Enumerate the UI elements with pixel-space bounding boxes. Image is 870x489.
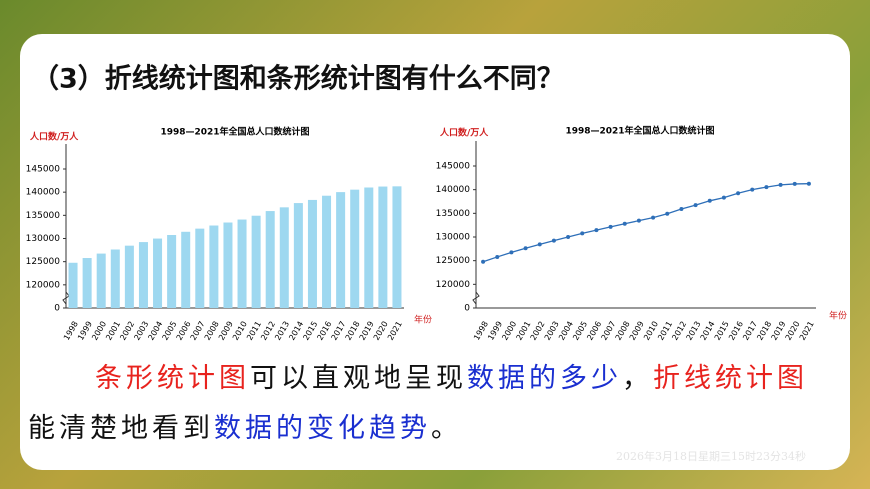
- bar: [350, 189, 360, 308]
- paragraph-segment: 条形统计图: [95, 363, 250, 394]
- bar: [237, 219, 247, 308]
- bar: [68, 262, 78, 308]
- bar: [223, 222, 233, 308]
- y-tick-label: 0: [54, 304, 60, 314]
- bar: [138, 242, 148, 308]
- line: [482, 183, 809, 263]
- paragraph-segment: 可以直观地呈现: [250, 363, 467, 394]
- y-tick-label: 145000: [436, 162, 471, 172]
- bar: [293, 203, 303, 308]
- axis-break: [62, 291, 70, 305]
- y-tick-label: 125000: [436, 256, 471, 266]
- bar: [110, 249, 120, 308]
- point: [495, 254, 500, 259]
- y-tick-label: 125000: [26, 257, 61, 267]
- y-tick-label: 135000: [26, 211, 61, 221]
- bar: [378, 186, 388, 308]
- point: [693, 203, 698, 208]
- bar: [279, 207, 289, 308]
- point: [580, 231, 585, 236]
- chart-title: 1998—2021年全国总人口数统计图: [565, 125, 714, 137]
- point: [537, 242, 542, 247]
- bar: [153, 238, 163, 308]
- bar: [392, 186, 402, 308]
- point: [806, 181, 811, 186]
- point: [707, 198, 712, 203]
- x-axis-label: 年份: [829, 310, 847, 322]
- point: [721, 195, 726, 200]
- paragraph-segment: 数据的变化趋势: [214, 413, 431, 444]
- panel: [20, 34, 850, 470]
- bar: [209, 225, 219, 308]
- y-tick-label: 140000: [26, 188, 61, 198]
- point: [481, 259, 486, 264]
- point: [750, 187, 755, 192]
- y-tick-label: 120000: [26, 280, 61, 290]
- bar: [167, 234, 177, 308]
- point: [679, 206, 684, 211]
- point: [651, 215, 656, 220]
- y-tick-label: 130000: [436, 233, 471, 243]
- y-tick-label: 120000: [436, 280, 471, 290]
- point: [523, 246, 528, 251]
- bar: [195, 228, 205, 308]
- bar: [336, 192, 346, 308]
- chart-title: 1998—2021年全国总人口数统计图: [160, 126, 309, 138]
- bar: [82, 258, 92, 308]
- y-tick-label: 130000: [26, 234, 61, 244]
- bar: [124, 245, 134, 308]
- heading: （3）折线统计图和条形统计图有什么不同？: [32, 63, 564, 95]
- point: [622, 221, 627, 226]
- y-axis-label: 人口数/万人: [439, 127, 489, 139]
- point: [736, 191, 741, 196]
- point: [566, 235, 571, 240]
- point: [665, 211, 670, 216]
- timestamp: 2026年3月18日星期三15时23分34秒: [616, 449, 806, 463]
- bar: [96, 253, 106, 308]
- axis-break: [472, 291, 480, 305]
- point: [778, 182, 783, 187]
- bar: [251, 215, 261, 308]
- paragraph-line: 能清楚地看到数据的变化趋势。: [28, 413, 462, 444]
- bar: [307, 199, 317, 308]
- y-tick-label: 145000: [26, 165, 61, 175]
- point: [594, 228, 599, 233]
- y-tick-label: 0: [464, 304, 470, 314]
- paragraph-segment: 折线统计图: [653, 363, 808, 394]
- point: [792, 181, 797, 186]
- point: [636, 218, 641, 223]
- point: [551, 238, 556, 243]
- x-axis-label: 年份: [414, 314, 432, 326]
- paragraph-segment: 能清楚地看到: [28, 413, 214, 444]
- bar: [181, 231, 191, 308]
- paragraph-segment: ，: [622, 363, 653, 394]
- y-tick-label: 140000: [436, 185, 471, 195]
- point: [509, 250, 514, 255]
- y-tick-label: 135000: [436, 209, 471, 219]
- point: [608, 224, 613, 229]
- bar: [265, 211, 275, 308]
- paragraph-segment: 数据的多少: [467, 363, 622, 394]
- bar: [364, 187, 374, 308]
- y-axis-label: 人口数/万人: [29, 131, 79, 143]
- point: [764, 185, 769, 190]
- paragraph-line: 条形统计图可以直观地呈现数据的多少，折线统计图: [95, 363, 808, 394]
- paragraph-segment: 。: [431, 413, 462, 444]
- bar: [322, 195, 332, 308]
